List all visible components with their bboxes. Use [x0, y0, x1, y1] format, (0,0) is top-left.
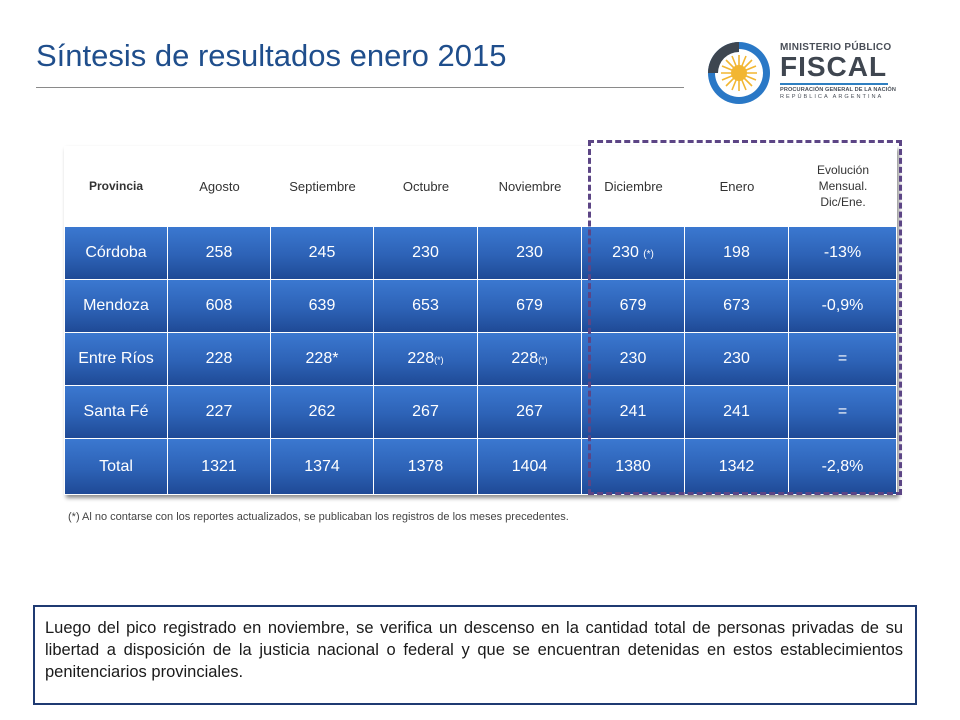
cell-octubre: 653 [374, 279, 478, 332]
cell-octubre: 1378 [374, 438, 478, 495]
cell-noviembre: 230 [478, 226, 582, 279]
cell-noviembre: 267 [478, 385, 582, 438]
cell-octubre: 228(*) [374, 332, 478, 385]
cell-enero: 241 [685, 385, 789, 438]
summary-text: Luego del pico registrado en noviembre, … [45, 619, 903, 681]
logo-fiscal-text: FISCAL [780, 51, 888, 82]
header-octubre: Octubre [374, 146, 478, 226]
title-divider [36, 87, 684, 88]
cell-evolucion: = [789, 385, 897, 438]
table-row-santa-fe: Santa Fé 227 262 267 267 241 241 = [64, 385, 897, 438]
sun-emblem-icon [708, 42, 770, 104]
results-table: Provincia Agosto Septiembre Octubre Novi… [64, 146, 897, 495]
cell-octubre: 267 [374, 385, 478, 438]
cell-septiembre: 1374 [271, 438, 374, 495]
cell-evolucion: = [789, 332, 897, 385]
header-noviembre: Noviembre [478, 146, 582, 226]
footnote-mark: (*) [538, 355, 548, 365]
cell-diciembre-value: 230 [612, 244, 639, 261]
cell-evolucion: -13% [789, 226, 897, 279]
mpf-logo: MINISTERIO PÚBLICO FISCAL PROCURACIÓN GE… [706, 40, 906, 106]
header-evolucion-line2: Mensual. [818, 179, 868, 193]
header-evolucion: Evolución Mensual. Dic/Ene. [789, 146, 897, 226]
table-footnote: (*) Al no contarse con los reportes actu… [68, 511, 569, 523]
header-agosto: Agosto [168, 146, 271, 226]
summary-box: Luego del pico registrado en noviembre, … [33, 605, 917, 705]
cell-diciembre: 679 [582, 279, 685, 332]
cell-provincia: Total [64, 438, 168, 495]
logo-ministry-text: MINISTERIO PÚBLICO [780, 42, 892, 53]
cell-agosto: 1321 [168, 438, 271, 495]
cell-evolucion: -0,9% [789, 279, 897, 332]
cell-noviembre: 228(*) [478, 332, 582, 385]
header-diciembre: Diciembre [582, 146, 685, 226]
cell-diciembre: 230 [582, 332, 685, 385]
cell-noviembre: 1404 [478, 438, 582, 495]
logo-republica-text: REPÚBLICA ARGENTINA [780, 94, 884, 100]
cell-provincia: Santa Fé [64, 385, 168, 438]
cell-agosto: 608 [168, 279, 271, 332]
cell-septiembre: 245 [271, 226, 374, 279]
cell-octubre-value: 228 [407, 350, 435, 367]
table-row-mendoza: Mendoza 608 639 653 679 679 673 -0,9% [64, 279, 897, 332]
cell-septiembre: 228* [271, 332, 374, 385]
cell-enero: 1342 [685, 438, 789, 495]
table-row-total: Total 1321 1374 1378 1404 1380 1342 -2,8… [64, 438, 897, 495]
cell-enero: 230 [685, 332, 789, 385]
header-provincia: Provincia [64, 146, 168, 226]
page-title: Síntesis de resultados enero 2015 [36, 38, 507, 73]
cell-provincia: Entre Ríos [64, 332, 168, 385]
logo-procuracion-text: PROCURACIÓN GENERAL DE LA NACIÓN [780, 87, 897, 93]
cell-agosto: 228 [168, 332, 271, 385]
cell-noviembre-value: 228 [511, 350, 539, 367]
header-enero: Enero [685, 146, 789, 226]
cell-diciembre: 230 (*) [582, 226, 685, 279]
results-table-wrapper: Provincia Agosto Septiembre Octubre Novi… [64, 146, 897, 495]
cell-noviembre: 679 [478, 279, 582, 332]
table-row-entre-rios: Entre Ríos 228 228* 228(*) 228(*) 230 23… [64, 332, 897, 385]
cell-diciembre: 1380 [582, 438, 685, 495]
cell-septiembre: 262 [271, 385, 374, 438]
cell-provincia: Córdoba [64, 226, 168, 279]
table-header-row: Provincia Agosto Septiembre Octubre Novi… [64, 146, 897, 226]
table-row-cordoba: Córdoba 258 245 230 230 230 (*) 198 -13% [64, 226, 897, 279]
footnote-mark: (*) [643, 249, 654, 260]
cell-evolucion: -2,8% [789, 438, 897, 495]
header-septiembre: Septiembre [271, 146, 374, 226]
cell-diciembre: 241 [582, 385, 685, 438]
cell-enero: 198 [685, 226, 789, 279]
footnote-mark: (*) [434, 355, 444, 365]
cell-agosto: 227 [168, 385, 271, 438]
logo-separator [780, 83, 888, 85]
cell-agosto: 258 [168, 226, 271, 279]
cell-octubre: 230 [374, 226, 478, 279]
header-evolucion-line1: Evolución [816, 163, 870, 177]
cell-septiembre: 639 [271, 279, 374, 332]
cell-enero: 673 [685, 279, 789, 332]
cell-provincia: Mendoza [64, 279, 168, 332]
header-evolucion-line3: Dic/Ene. [820, 195, 866, 209]
